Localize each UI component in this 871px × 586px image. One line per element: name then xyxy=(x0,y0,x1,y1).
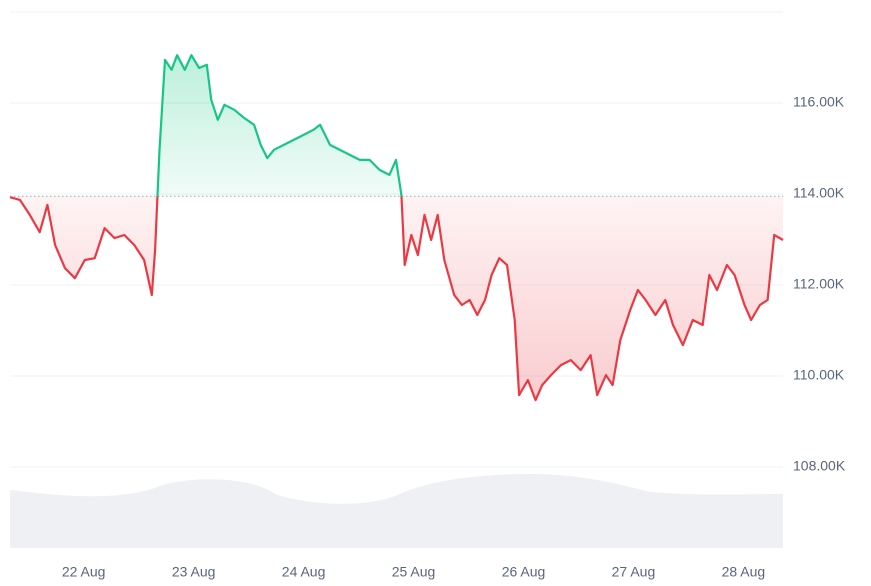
x-tick-label: 24 Aug xyxy=(282,564,326,580)
y-tick-label: 112.00K xyxy=(793,276,845,292)
x-tick-label: 25 Aug xyxy=(392,564,436,580)
x-tick-label: 26 Aug xyxy=(502,564,546,580)
y-tick-label: 108.00K xyxy=(793,458,846,474)
y-tick-label: 114.00K xyxy=(793,185,845,201)
x-tick-label: 23 Aug xyxy=(172,564,216,580)
x-tick-label: 27 Aug xyxy=(612,564,656,580)
price-area xyxy=(10,55,783,401)
y-tick-label: 116.00K xyxy=(793,94,845,110)
y-tick-label: 110.00K xyxy=(793,367,845,383)
volume-area xyxy=(10,474,783,548)
x-tick-label: 28 Aug xyxy=(722,564,766,580)
x-tick-label: 22 Aug xyxy=(62,564,106,580)
price-line xyxy=(9,54,784,402)
